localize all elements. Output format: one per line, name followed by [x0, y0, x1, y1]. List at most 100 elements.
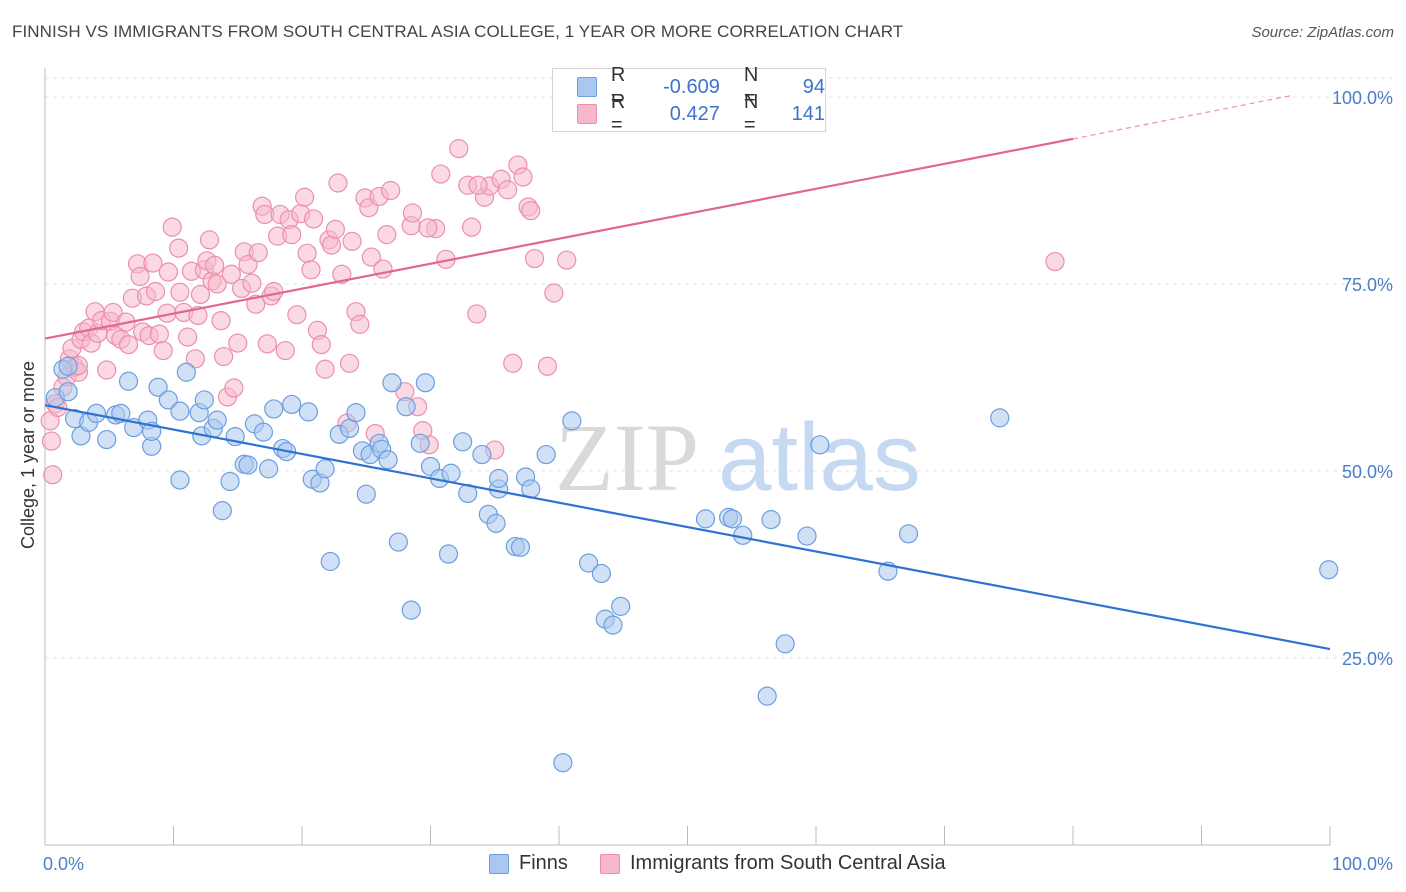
finns-legend-swatch: [489, 853, 509, 874]
legend-item-finns[interactable]: Finns: [489, 852, 568, 875]
y-tick-label: 75.0%: [1342, 275, 1393, 295]
immigrants-point: [524, 248, 545, 269]
immigrants-point: [377, 225, 397, 245]
finns-point: [212, 501, 232, 521]
finns-point: [58, 356, 78, 376]
y-tick-label: 100.0%: [1332, 88, 1393, 108]
immigrants-point: [342, 231, 362, 251]
finns-point: [603, 615, 623, 635]
finns-point: [58, 382, 78, 402]
immigrants-point: [228, 333, 248, 353]
finns-trend-line: [44, 404, 1331, 651]
immigrants-point: [402, 203, 423, 223]
immigrants-point: [373, 259, 393, 279]
finns-point: [472, 444, 492, 465]
legend-row-immigrants: R = 0.427 N = 141: [577, 91, 825, 136]
immigrants-point: [287, 305, 307, 325]
y-tick-label: 25.0%: [1342, 649, 1393, 669]
immigrants-point: [431, 164, 451, 184]
immigrants-point: [149, 324, 169, 344]
immigrants-point: [361, 247, 381, 267]
finns-swatch: [577, 77, 597, 97]
finns-point: [346, 403, 366, 423]
finns-point: [536, 444, 556, 465]
immigrants-legend-label: Immigrants from South Central Asia: [630, 852, 946, 874]
finns-point: [898, 524, 919, 544]
immigrants-point: [248, 242, 268, 263]
y-axis-title: College, 1 year or more: [18, 361, 38, 549]
finns-point: [761, 510, 781, 530]
immigrants-point: [211, 311, 231, 331]
finns-point: [1319, 560, 1339, 580]
finns-point: [238, 455, 258, 475]
y-tick-label: 50.0%: [1342, 462, 1393, 482]
immigrants-point: [311, 334, 331, 355]
finns-point: [453, 432, 473, 452]
immigrants-point: [301, 260, 321, 280]
immigrants-point: [321, 235, 342, 255]
finns-point: [264, 399, 284, 419]
finns-point: [382, 373, 402, 393]
immigrants-point: [498, 180, 518, 200]
immigrants-point: [97, 360, 117, 380]
finns-n-value: 94: [802, 75, 825, 98]
immigrants-r-value: 0.427: [669, 102, 720, 125]
finns-point: [258, 459, 279, 479]
finns-point: [486, 513, 506, 533]
immigrants-trend-extension: [1072, 94, 1292, 140]
immigrants-point: [381, 180, 401, 201]
x-tick-label-max: 100.0%: [1332, 854, 1393, 874]
finns-point: [578, 553, 599, 573]
finns-point: [356, 484, 376, 504]
immigrants-point: [467, 304, 487, 324]
finns-point: [438, 544, 459, 564]
immigrants-point: [170, 282, 190, 302]
r-label: R =: [610, 64, 626, 109]
series-legend: Finns Immigrants from South Central Asia: [0, 852, 1406, 878]
finns-point: [510, 537, 531, 557]
chart-title: FINNISH VS IMMIGRANTS FROM SOUTH CENTRAL…: [12, 22, 904, 41]
finns-point: [489, 468, 509, 489]
immigrants-point: [41, 431, 62, 451]
finns-legend-label: Finns: [519, 852, 568, 874]
immigrants-point: [207, 274, 227, 294]
finns-point: [315, 459, 335, 479]
immigrants-point: [158, 262, 178, 282]
immigrants-point: [294, 187, 315, 207]
immigrants-swatch: [577, 104, 597, 124]
x-tick-label-min: 0.0%: [43, 854, 84, 874]
immigrants-point: [221, 264, 241, 284]
finns-point: [282, 394, 302, 415]
immigrants-point: [118, 334, 139, 355]
source-credit: Source: ZipAtlas.com: [1251, 24, 1394, 41]
finns-point: [775, 634, 795, 654]
immigrants-point: [557, 250, 577, 270]
finns-point: [396, 397, 416, 417]
immigrants-point: [339, 353, 360, 373]
finns-point: [553, 753, 573, 773]
immigrants-point: [513, 167, 533, 187]
immigrants-n-value: 141: [791, 102, 825, 125]
immigrants-point: [332, 264, 352, 284]
finns-point: [388, 532, 408, 552]
finns-point: [695, 509, 716, 529]
finns-point: [176, 362, 196, 382]
finns-point: [118, 371, 139, 391]
finns-point: [207, 410, 227, 430]
immigrants-point: [143, 253, 163, 273]
r-label: R =: [610, 91, 626, 136]
immigrants-point: [130, 266, 150, 287]
finns-point: [170, 401, 190, 421]
finns-point: [378, 450, 398, 470]
finns-point: [401, 600, 421, 620]
n-label: N =: [743, 91, 759, 136]
finns-point: [170, 470, 190, 490]
immigrants-trend-line: [44, 137, 1074, 340]
immigrants-point: [303, 209, 324, 229]
immigrants-point: [418, 218, 438, 238]
immigrants-point: [350, 314, 370, 334]
immigrants-point: [242, 273, 262, 293]
finns-point: [253, 422, 274, 442]
finns-point: [990, 408, 1010, 428]
legend-item-immigrants[interactable]: Immigrants from South Central Asia: [600, 852, 946, 875]
